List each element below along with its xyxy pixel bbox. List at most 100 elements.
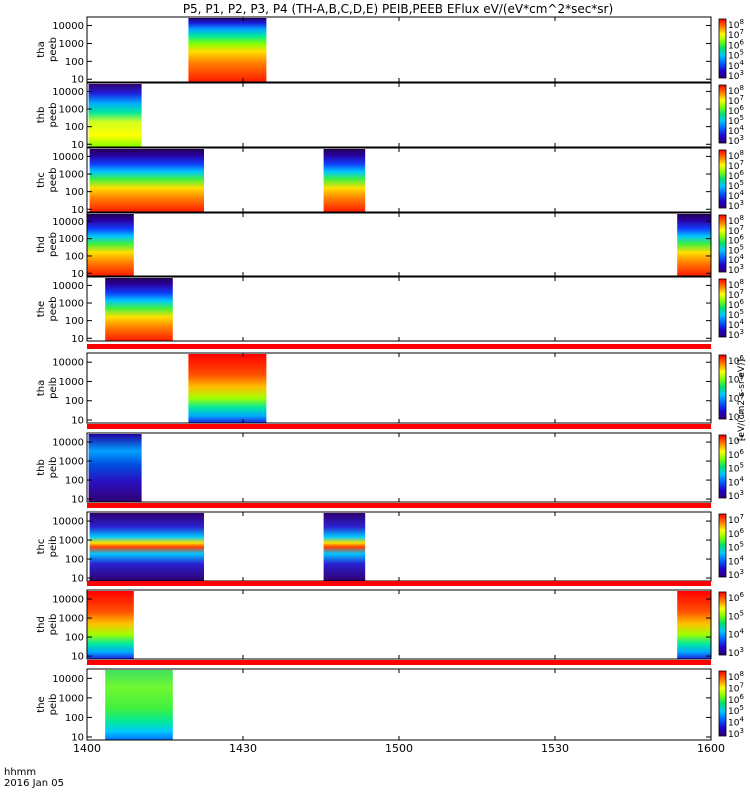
panel-label-probe: thc — [36, 539, 47, 555]
y-tick-label: 10000 — [52, 595, 84, 606]
data-segment — [188, 18, 267, 82]
panel-frame — [86, 276, 712, 342]
panel-tha-peib: 10 100 1000 10000 tha peib 106 105 104 103 — [36, 344, 744, 427]
y-tick-label: 1000 — [59, 536, 84, 547]
time-tick-label: 1600 — [697, 742, 725, 755]
y-tick-label: 100 — [65, 713, 84, 724]
data-segment — [323, 513, 366, 581]
data-segment — [105, 278, 173, 341]
colorbar-tick-label: 104 — [728, 391, 744, 404]
separator-strip — [87, 344, 711, 349]
data-segment — [89, 149, 204, 212]
colorbar-tick-label: 103 — [728, 263, 744, 276]
data-segment — [323, 149, 366, 212]
colorbar-tick-label: 106 — [728, 591, 744, 604]
colorbar-tick-label: 108 — [728, 149, 744, 162]
panel-frame — [86, 352, 712, 424]
colorbar-tick-label: 103 — [728, 568, 744, 581]
colorbar-tick-label: 103 — [728, 646, 744, 659]
colorbar-tick-label: 104 — [728, 554, 744, 567]
data-segment — [89, 513, 204, 581]
colorbar — [718, 18, 727, 79]
colorbar — [718, 214, 727, 273]
y-tick-label: 10 — [71, 140, 84, 151]
data-segment — [677, 214, 711, 276]
y-tick-label: 100 — [65, 316, 84, 327]
y-tick-label: 1000 — [59, 299, 84, 310]
panel-frame — [86, 82, 712, 148]
data-segment — [677, 591, 711, 659]
colorbar-tick-label: 104 — [728, 189, 744, 202]
y-tick-label: 10 — [71, 334, 84, 345]
colorbar-tick-label: 106 — [728, 169, 744, 182]
y-tick-label: 100 — [65, 476, 84, 487]
panel-frame — [86, 16, 712, 83]
colorbar-tick-label: 104 — [728, 475, 744, 488]
y-tick-label: 10 — [71, 574, 84, 585]
colorbar — [718, 591, 727, 656]
y-tick-label: 100 — [65, 57, 84, 68]
colorbar-tick-label: 107 — [728, 434, 744, 447]
colorbar-tick-label: 105 — [728, 609, 744, 622]
colorbar-tick-label: 105 — [728, 541, 744, 554]
colorbar-tick-label: 108 — [728, 84, 744, 97]
separator-strip — [87, 660, 711, 665]
colorbar-tick-label: 106 — [728, 298, 744, 311]
colorbar-tick-label: 106 — [728, 38, 744, 51]
panel-label-product: peib — [48, 536, 59, 558]
colorbar-tick-label: 106 — [728, 354, 744, 367]
colorbar — [718, 354, 727, 420]
data-segment — [87, 591, 134, 659]
y-tick-label: 10 — [71, 495, 84, 506]
colorbar-tick-label: 108 — [728, 18, 744, 31]
colorbar-tick-label: 106 — [728, 693, 744, 706]
y-tick-label: 10000 — [52, 217, 84, 228]
colorbar-tick-label: 106 — [728, 104, 744, 117]
y-tick-label: 10000 — [52, 152, 84, 163]
y-tick-label: 1000 — [59, 614, 84, 625]
data-segment — [88, 84, 142, 147]
colorbar-tick-label: 107 — [728, 681, 744, 694]
separator-strip — [87, 503, 711, 508]
colorbar-tick-label: 106 — [728, 448, 744, 461]
panel-label-probe: thb — [36, 107, 47, 124]
colorbar — [718, 434, 727, 499]
panel-frame — [86, 212, 712, 277]
panel-label-probe: tha — [36, 380, 47, 396]
y-tick-label: 10000 — [52, 517, 84, 528]
colorbar-tick-label: 107 — [728, 224, 744, 237]
colorbar-tick-label: 105 — [728, 462, 744, 475]
colorbar-tick-label: 106 — [728, 527, 744, 540]
colorbar-tick-label: 107 — [728, 94, 744, 107]
data-segment — [105, 670, 173, 740]
colorbar — [718, 278, 727, 338]
panel-label-probe: the — [36, 696, 47, 712]
y-tick-label: 10 — [71, 75, 84, 86]
panel-label-product: peib — [48, 377, 59, 399]
panel-label-probe: thb — [36, 459, 47, 476]
colorbar-tick-label: 105 — [728, 308, 744, 321]
colorbar-tick-label: 104 — [728, 318, 744, 331]
colorbar — [718, 149, 727, 209]
colorbar-tick-label: 104 — [728, 628, 744, 641]
colorbar-tick-label: 104 — [728, 59, 744, 72]
colorbar-tick-label: 103 — [728, 727, 744, 740]
y-tick-label: 100 — [65, 122, 84, 133]
colorbar-tick-label: 106 — [728, 234, 744, 247]
y-tick-label: 100 — [65, 396, 84, 407]
panel-label-probe: tha — [36, 41, 47, 57]
y-tick-label: 100 — [65, 633, 84, 644]
y-tick-label: 10000 — [52, 674, 84, 685]
panel-label-product: peib — [48, 614, 59, 636]
time-unit-label: hhmm — [4, 767, 36, 778]
panel-label-probe: thc — [36, 172, 47, 188]
